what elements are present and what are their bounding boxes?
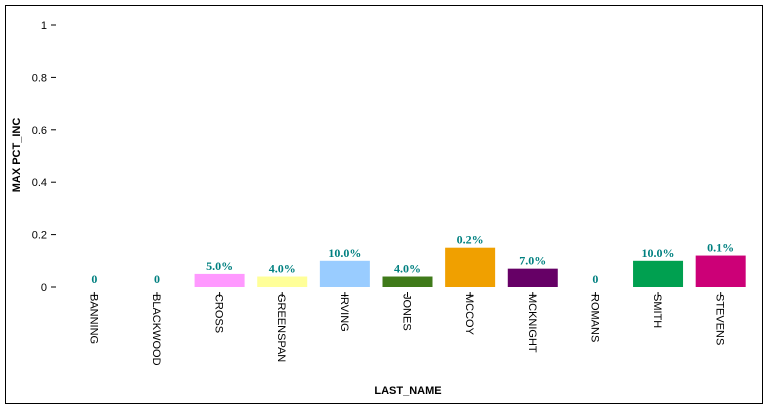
value-label: 4.0% bbox=[394, 262, 421, 276]
value-label: 0 bbox=[91, 272, 97, 286]
value-label: 0 bbox=[592, 272, 598, 286]
bar bbox=[695, 255, 746, 287]
bar bbox=[382, 276, 433, 287]
x-tick-label: BANNING bbox=[87, 294, 99, 344]
y-axis-title: MAX PCT_INC bbox=[11, 118, 23, 193]
bar bbox=[257, 276, 308, 287]
x-tick-label: BLACKWOOD bbox=[150, 294, 162, 366]
bar bbox=[319, 260, 370, 287]
y-tick-label: 0.4 bbox=[32, 177, 47, 189]
value-label: 4.0% bbox=[269, 262, 296, 276]
value-label: 0 bbox=[154, 272, 160, 286]
x-tick-label: STEVENS bbox=[714, 294, 726, 345]
x-tick-label: JONES bbox=[401, 294, 413, 331]
x-tick-label: MCCOY bbox=[463, 294, 475, 336]
y-tick-label: 0.2 bbox=[32, 230, 47, 242]
value-label: 5.0% bbox=[206, 259, 233, 273]
x-tick-label: MCKNIGHT bbox=[526, 294, 538, 353]
value-label: 10.0% bbox=[328, 246, 361, 260]
bar bbox=[633, 260, 684, 287]
bar bbox=[194, 273, 245, 287]
y-tick-label: 0.6 bbox=[32, 125, 47, 137]
y-tick-label: 1 bbox=[41, 20, 47, 32]
bar bbox=[507, 268, 558, 287]
x-tick-label: IRVING bbox=[338, 294, 350, 332]
value-label: 7.0% bbox=[519, 254, 546, 268]
x-tick-label: GREENSPAN bbox=[275, 294, 287, 362]
frame bbox=[5, 5, 763, 404]
bar bbox=[445, 247, 496, 287]
x-axis-title: LAST_NAME bbox=[374, 385, 441, 397]
y-tick-label: 0 bbox=[41, 282, 47, 294]
x-tick-label: ROMANS bbox=[588, 294, 600, 342]
x-tick-label: SMITH bbox=[651, 294, 663, 328]
y-tick-label: 0.8 bbox=[32, 72, 47, 84]
value-label: 0.1% bbox=[707, 241, 734, 255]
value-label: 10.0% bbox=[642, 246, 675, 260]
value-label: 0.2% bbox=[457, 233, 484, 247]
x-tick-label: CROSS bbox=[213, 294, 225, 333]
